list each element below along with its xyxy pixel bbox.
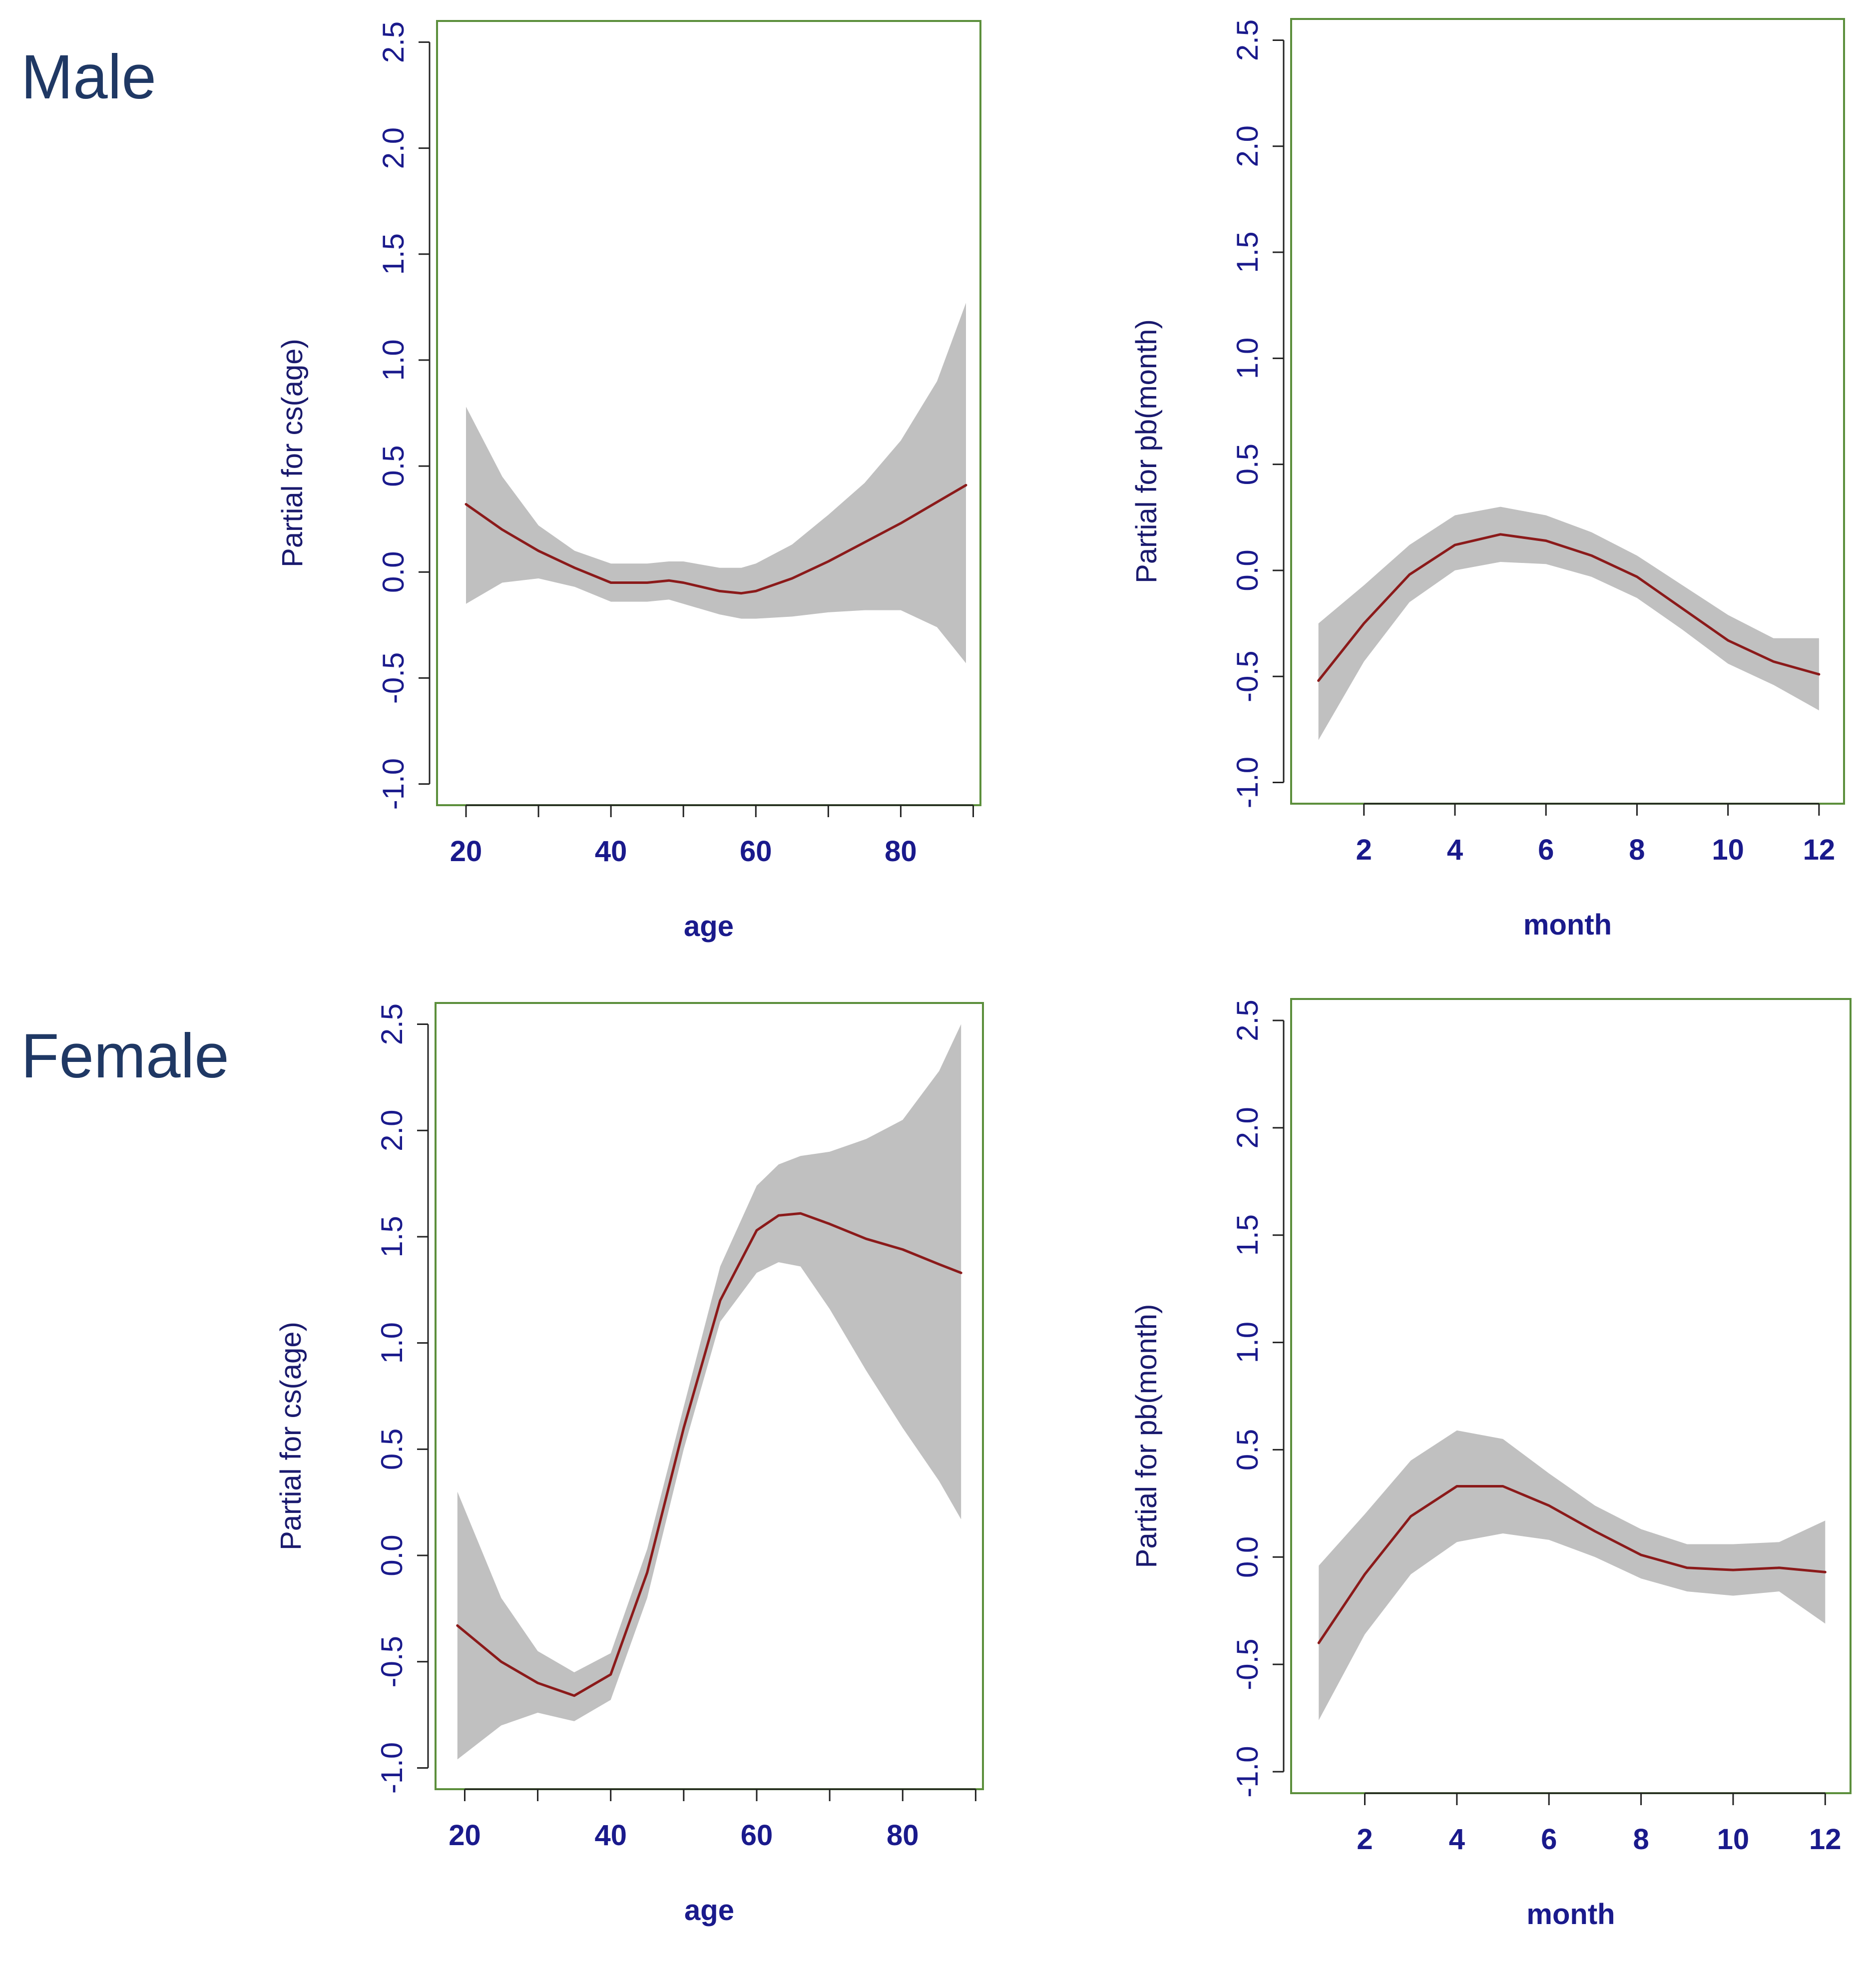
fit-line-fit (1317, 533, 1821, 682)
chart-panel-male-month: -1.0 -0.5 0.0 0.5 1.0 1.5 2.0 2.5 2 4 6 8 10 12 month P… (1130, 18, 1845, 941)
x-tick-label: 8 (1629, 834, 1645, 866)
y-tick-label: 1.5 (377, 233, 410, 275)
x-tick-label: 2 (1356, 834, 1372, 866)
x-tick-label: 40 (594, 1819, 627, 1852)
y-tick-label: 0.5 (377, 445, 410, 487)
x-tick-label: 40 (595, 835, 627, 868)
y-tick-label: 0.5 (375, 1429, 409, 1470)
y-tick-label: 1.5 (1231, 231, 1264, 273)
y-tick-label: 0.0 (1231, 549, 1264, 591)
y-tick-label: -1.0 (377, 758, 410, 810)
y-tick-label: 0.5 (1231, 1429, 1264, 1471)
x-axis-title: month (1523, 909, 1612, 941)
y-axis: -1.0 -0.5 0.0 0.5 1.0 1.5 2.0 2.5 (1231, 19, 1285, 808)
y-axis: -1.0 -0.5 0.0 0.5 1.0 1.5 2.0 2.5 (377, 21, 431, 810)
male-group-label: Male (21, 42, 156, 112)
x-tick-label: 20 (449, 1819, 481, 1852)
x-axis: 2 4 6 8 10 12 (1356, 803, 1836, 866)
chart-panel-female-month: -1.0 -0.5 0.0 0.5 1.0 1.5 2.0 2.5 2 4 6 8 10 12 month P… (1130, 998, 1852, 1931)
x-tick-label: 10 (1712, 834, 1744, 866)
y-axis-title: Partial for pb(month) (1130, 319, 1163, 583)
x-tick-label: 8 (1633, 1823, 1649, 1856)
fit-line-fit (456, 1212, 962, 1697)
x-axis-title: age (684, 1894, 734, 1927)
y-tick-label: 1.0 (375, 1322, 409, 1364)
fit-line-fit (465, 484, 967, 595)
y-tick-label: -0.5 (375, 1636, 409, 1687)
x-tick-label: 60 (741, 1819, 773, 1852)
x-tick-label: 12 (1803, 834, 1836, 866)
y-tick-label: 1.0 (377, 339, 410, 381)
x-tick-label: 80 (885, 835, 917, 868)
x-tick-label: 4 (1447, 834, 1463, 866)
fit-line-fit (1317, 1485, 1827, 1644)
y-axis: -1.0 -0.5 0.0 0.5 1.0 1.5 2.0 2.5 (1231, 999, 1285, 1798)
x-axis: 2 4 6 8 10 12 (1357, 1792, 1842, 1856)
y-tick-label: 2.0 (1231, 1107, 1264, 1148)
x-tick-label: 10 (1717, 1823, 1750, 1856)
y-tick-label: -0.5 (1231, 1638, 1264, 1690)
plot-frame (1290, 18, 1845, 805)
confidence-band (1319, 1430, 1826, 1720)
x-axis: 20 40 60 80 (450, 804, 974, 868)
y-tick-label: 1.0 (1231, 1322, 1264, 1363)
x-tick-label: 4 (1449, 1823, 1465, 1856)
confidence-band (466, 303, 966, 663)
confidence-band (457, 1024, 961, 1760)
y-axis-title: Partial for cs(age) (275, 1322, 307, 1550)
y-tick-label: -1.0 (375, 1742, 409, 1794)
y-axis-title: Partial for pb(month) (1130, 1304, 1163, 1568)
x-tick-label: 60 (740, 835, 772, 868)
y-tick-label: 2.0 (1231, 125, 1264, 167)
plot-frame (1290, 998, 1852, 1794)
y-axis: -1.0 -0.5 0.0 0.5 1.0 1.5 2.0 2.5 (375, 1003, 429, 1794)
y-tick-label: 1.5 (375, 1216, 409, 1257)
confidence-band (1318, 506, 1819, 740)
x-axis-title: age (684, 910, 734, 943)
y-tick-label: 2.0 (375, 1110, 409, 1151)
x-tick-label: 6 (1538, 834, 1554, 866)
y-tick-label: 2.0 (377, 127, 410, 169)
x-axis: 20 40 60 80 (449, 1788, 976, 1852)
y-tick-label: -1.0 (1231, 1746, 1264, 1797)
y-tick-label: -0.5 (377, 652, 410, 704)
chart-panel-male-age: -1.0 -0.5 0.0 0.5 1.0 1.5 2.0 2.5 20 40 60 80 age Par… (276, 20, 981, 943)
y-tick-label: -1.0 (1231, 757, 1264, 808)
y-tick-label: 2.5 (1231, 19, 1264, 61)
y-axis-title: Partial for cs(age) (276, 339, 309, 567)
x-axis-title: month (1526, 1898, 1615, 1931)
x-tick-label: 12 (1809, 1823, 1842, 1856)
y-tick-label: 0.5 (1231, 444, 1264, 485)
chart-panel-female-age: -1.0 -0.5 0.0 0.5 1.0 1.5 2.0 2.5 20 40 60 80 age Par… (275, 1002, 984, 1927)
female-group-label: Female (21, 1021, 229, 1091)
y-tick-label: 2.5 (375, 1003, 409, 1045)
x-tick-label: 6 (1541, 1823, 1557, 1856)
plot-frame (436, 20, 981, 806)
x-tick-label: 20 (450, 835, 482, 868)
y-tick-label: 0.0 (377, 551, 410, 593)
x-tick-label: 80 (887, 1819, 919, 1852)
y-tick-label: -0.5 (1231, 651, 1264, 702)
y-tick-label: 2.5 (1231, 999, 1264, 1041)
x-tick-label: 2 (1357, 1823, 1373, 1856)
y-tick-label: 2.5 (377, 21, 410, 63)
y-tick-label: 0.0 (1231, 1536, 1264, 1578)
y-tick-label: 0.0 (375, 1534, 409, 1576)
y-tick-label: 1.5 (1231, 1214, 1264, 1256)
y-tick-label: 1.0 (1231, 338, 1264, 379)
